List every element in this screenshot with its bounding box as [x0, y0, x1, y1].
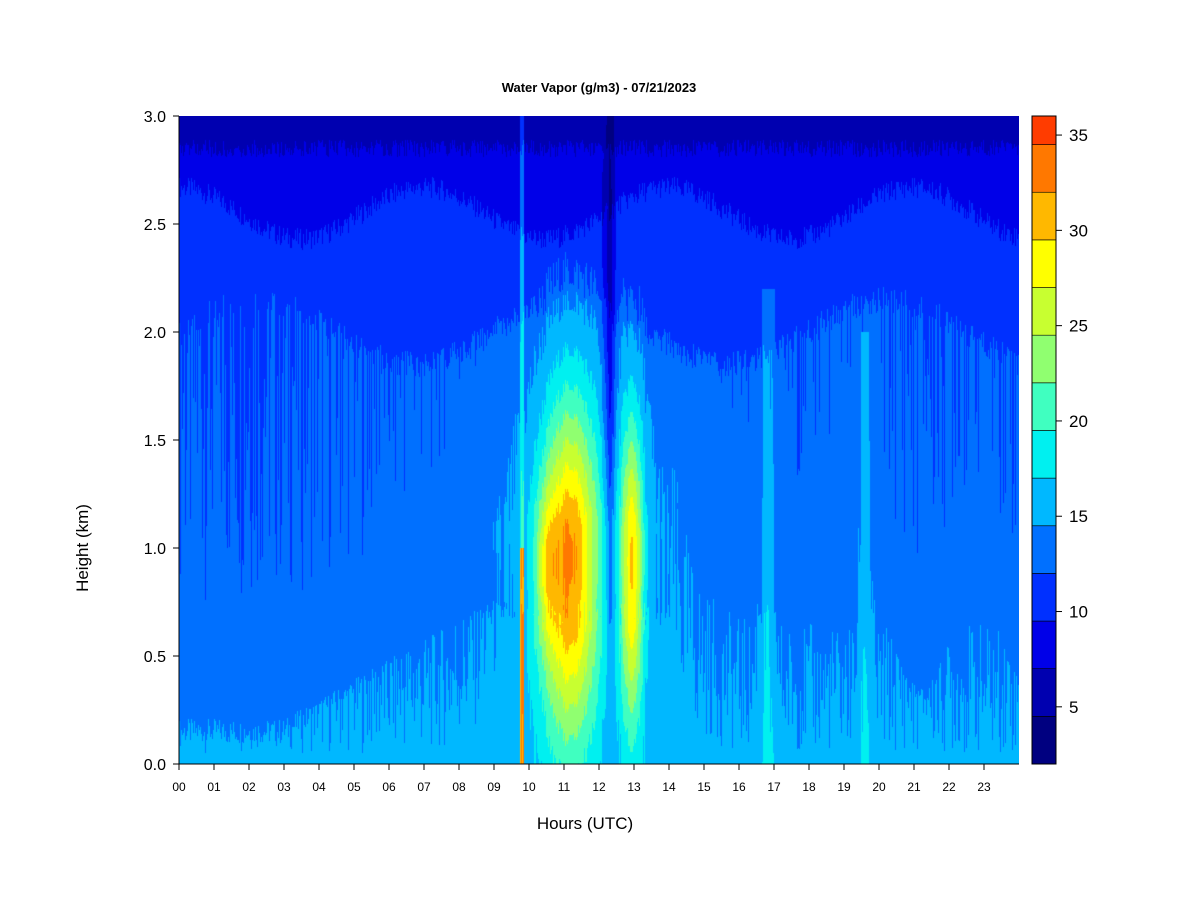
x-tick-label: 19 [837, 780, 851, 794]
y-tick-label: 1.5 [144, 433, 166, 450]
y-tick-label: 0.5 [144, 649, 166, 666]
x-tick-label: 14 [662, 780, 676, 794]
x-tick-label: 02 [242, 780, 256, 794]
y-tick-label: 2.5 [144, 217, 166, 234]
x-tick-label: 00 [172, 780, 186, 794]
colorbar-tick-label: 5 [1069, 698, 1078, 717]
y-axis: 0.0 0.5 1.0 1.5 2.0 2.5 3.0 [144, 109, 180, 774]
colorbar-segment [1031, 334, 1057, 384]
x-tick-label: 21 [907, 780, 921, 794]
x-tick-label: 11 [558, 780, 571, 794]
x-tick-label: 07 [417, 780, 431, 794]
x-tick-label: 16 [732, 780, 746, 794]
x-tick-label: 01 [207, 780, 221, 794]
x-tick-label: 13 [627, 780, 641, 794]
x-tick-label: 06 [382, 780, 396, 794]
colorbar-tick-label: 15 [1069, 507, 1088, 526]
x-axis: 00 01 02 03 04 05 06 07 08 09 10 11 12 13 14 15 16 17 18 19… [172, 763, 1019, 794]
colorbar: 5 10 15 20 25 30 35 [1031, 115, 1088, 765]
y-tick-label: 3.0 [144, 109, 166, 126]
colorbar-segment [1031, 239, 1057, 288]
x-tick-label: 17 [767, 780, 781, 794]
x-tick-label: 10 [522, 780, 536, 794]
x-tick-label: 22 [942, 780, 956, 794]
colorbar-frame [1031, 115, 1057, 765]
y-axis-label: Height (km) [73, 504, 92, 592]
x-axis-label: Hours (UTC) [537, 814, 633, 833]
colorbar-tick-label: 35 [1069, 126, 1088, 145]
colorbar-segment [1031, 191, 1057, 241]
colorbar-segment [1031, 382, 1057, 431]
x-tick-label: 08 [452, 780, 466, 794]
x-tick-label: 23 [977, 780, 991, 794]
colorbar-segment [1031, 668, 1057, 717]
chart-title: Water Vapor (g/m3) - 07/21/2023 [502, 80, 697, 95]
x-tick-label: 12 [592, 780, 606, 794]
colorbar-tick-label: 20 [1069, 412, 1088, 431]
colorbar-tick-label: 10 [1069, 603, 1088, 622]
x-tick-label: 03 [277, 780, 291, 794]
y-tick-label: 2.0 [144, 325, 166, 342]
colorbar-segment [1031, 430, 1057, 479]
colorbar-segment [1031, 115, 1057, 145]
colorbar-segment [1031, 287, 1057, 336]
colorbar-segment [1031, 525, 1057, 574]
x-tick-label: 15 [697, 780, 711, 794]
plot-area [179, 116, 1019, 764]
colorbar-segment [1031, 620, 1057, 670]
y-tick-label: 0.0 [144, 757, 166, 774]
colorbar-segment [1031, 144, 1057, 193]
x-tick-label: 04 [312, 780, 326, 794]
x-tick-label: 05 [347, 780, 361, 794]
y-tick-label: 1.0 [144, 541, 166, 558]
colorbar-tick-label: 30 [1069, 221, 1088, 240]
x-tick-label: 18 [802, 780, 816, 794]
colorbar-segment [1031, 477, 1057, 527]
colorbar-tick-label: 25 [1069, 317, 1088, 336]
x-tick-label: 09 [487, 780, 501, 794]
colorbar-segment [1031, 573, 1057, 622]
heatmap-image [179, 116, 1019, 764]
x-tick-label: 20 [872, 780, 886, 794]
colorbar-segment [1031, 716, 1057, 765]
